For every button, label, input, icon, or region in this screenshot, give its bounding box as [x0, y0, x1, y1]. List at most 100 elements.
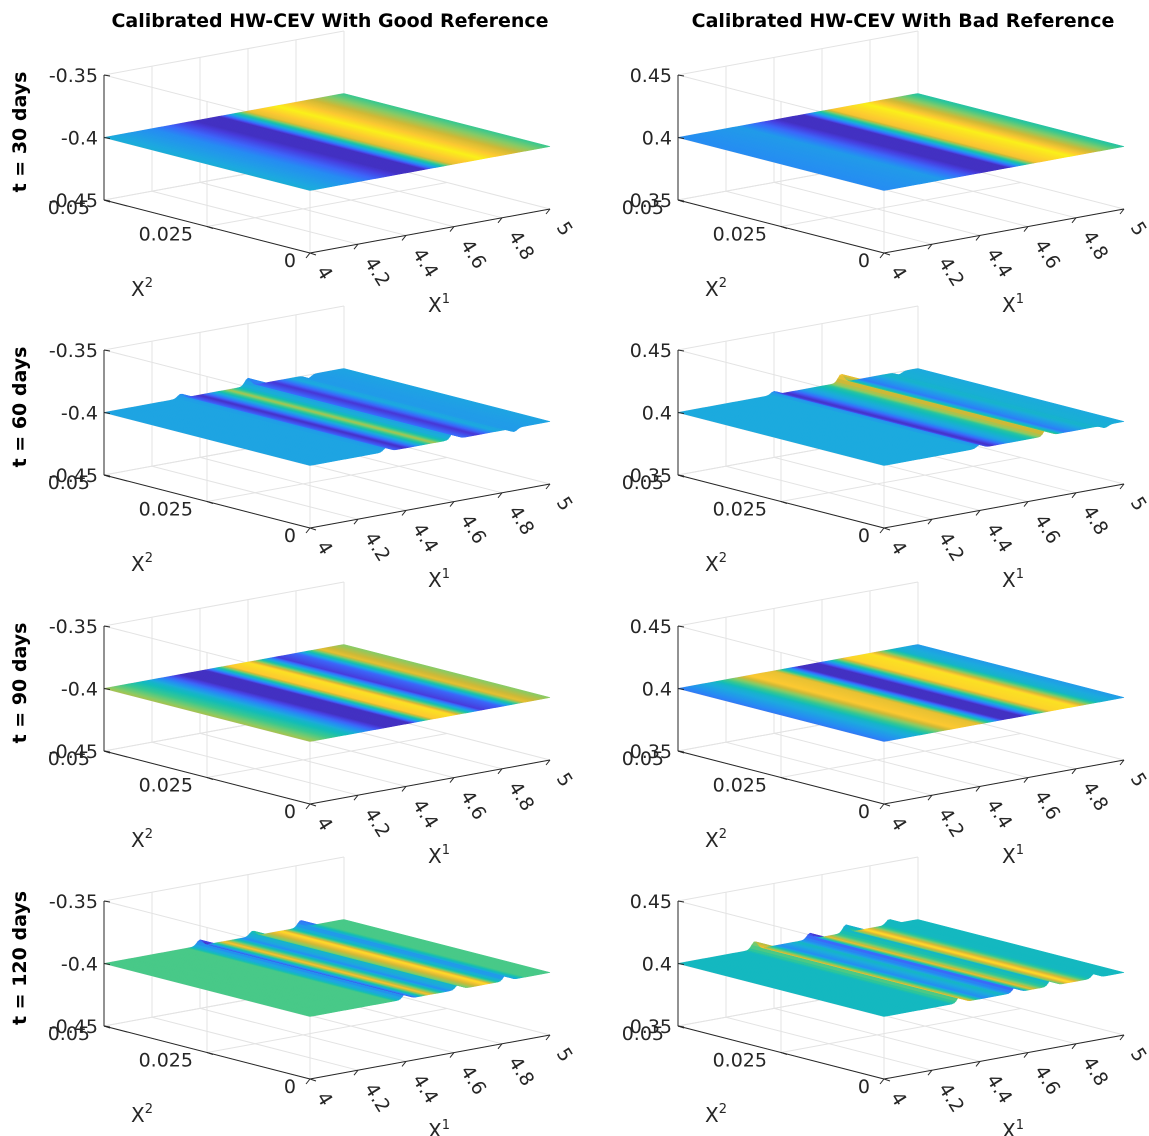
- x-tick-label: 4.6: [1030, 236, 1065, 273]
- z-tick: [677, 474, 685, 477]
- x-axis-label-sup: 1: [1016, 843, 1024, 858]
- y-tick-label: 0: [284, 525, 296, 547]
- x-tick-label: 4.2: [934, 528, 969, 565]
- y-tick-label: 0.05: [48, 748, 90, 770]
- y-tick: [883, 1078, 891, 1082]
- panel-r1-c1: 4 4.2 4.4 4.6 4.8 5 0 0.025 0.050.35 0.4 0.45 X1 X2: [622, 305, 1149, 592]
- z-tick: [103, 900, 111, 903]
- z-tick-label: 0.4: [642, 403, 672, 425]
- x-tick: [1023, 226, 1029, 232]
- z-tick-label: 0.45: [630, 340, 672, 362]
- x-tick: [1023, 501, 1029, 507]
- x-tick: [401, 1061, 407, 1067]
- z-tick: [677, 199, 685, 202]
- x-tick: [497, 492, 503, 499]
- x-axis-label: X1: [428, 567, 450, 592]
- x-tick: [497, 1043, 503, 1050]
- x-tick: [305, 1078, 311, 1085]
- z-tick: [103, 1025, 111, 1028]
- x-tick: [1023, 777, 1029, 783]
- y-tick-label: 0: [284, 1076, 296, 1098]
- y-axis-label-sup: 2: [719, 1102, 727, 1117]
- x-axis-label: X1: [428, 843, 450, 868]
- x-axis-label-sup: 1: [1016, 1118, 1024, 1133]
- z-tick: [103, 349, 111, 352]
- x-axis-line: [883, 208, 1125, 254]
- x-tick: [353, 1069, 359, 1076]
- surface: [677, 644, 1125, 742]
- x-tick: [305, 803, 311, 810]
- x-tick: [1071, 492, 1077, 499]
- x-tick-label: 4.2: [360, 804, 395, 841]
- panel-r3-c0: 4 4.2 4.4 4.6 4.8 5 0 0.025 0.05-0.45 -0.4 -0.35 X1…: [48, 856, 577, 1136]
- x-tick-label: 4.4: [982, 244, 1017, 281]
- x-axis-label-sup: 1: [442, 292, 450, 307]
- y-tick: [309, 803, 317, 807]
- panel-axes: 4 4.2 4.4 4.6 4.8 5 0 0.025 0.050.35 0.4 0.45 X1 X2: [622, 616, 1149, 868]
- panel-r2-c0: 4 4.2 4.4 4.6 4.8 5 0 0.025 0.05-0.45 -0.4 -0.35 X1…: [48, 581, 577, 868]
- z-tick: [103, 963, 111, 965]
- x-tick: [545, 759, 551, 766]
- y-tick-label: 0: [858, 1076, 870, 1098]
- x-tick-label: 4.4: [982, 1070, 1017, 1107]
- x-tick-label: 4.6: [1030, 1062, 1065, 1099]
- x-tick: [879, 252, 885, 259]
- z-tick-label: -0.45: [49, 190, 98, 212]
- x-axis-line: [309, 759, 551, 805]
- y-tick: [780, 777, 788, 780]
- y-axis-label: X2: [131, 276, 153, 301]
- x-tick: [975, 235, 981, 241]
- x-tick-label: 4.8: [504, 227, 539, 264]
- y-tick-label: 0.05: [622, 197, 664, 219]
- z-tick-label: 0.4: [642, 679, 672, 701]
- panel-r0-c0: 4 4.2 4.4 4.6 4.8 5 0 0.025 0.05-0.45 -0.4 -0.35 X1…: [48, 30, 577, 317]
- z-tick: [103, 137, 111, 139]
- z-tick-label: 0.4: [642, 954, 672, 976]
- surface: [677, 919, 1125, 1017]
- z-tick: [677, 688, 685, 690]
- x-tick-label: 5: [552, 218, 577, 240]
- z-tick-label: -0.45: [49, 1016, 98, 1038]
- x-tick-label: 4.8: [504, 502, 539, 539]
- y-tick: [309, 1078, 317, 1082]
- x-tick: [497, 217, 503, 224]
- x-axis-label-sup: 1: [442, 843, 450, 858]
- z-tick: [677, 900, 685, 903]
- y-tick-label: 0.025: [713, 499, 767, 521]
- surface-strip: [915, 93, 1125, 148]
- x-tick: [449, 501, 455, 507]
- x-axis-label: X1: [428, 1118, 450, 1136]
- x-axis-line: [309, 483, 551, 529]
- surface-strip: [341, 644, 551, 699]
- x-axis-line: [883, 1034, 1125, 1080]
- y-axis-label: X2: [131, 1102, 153, 1127]
- x-tick-label: 4.4: [408, 244, 443, 281]
- x-tick-label: 4: [886, 537, 911, 559]
- y-tick-label: 0.025: [139, 1050, 193, 1072]
- z-tick: [677, 349, 685, 352]
- x-tick-label: 4.6: [456, 787, 491, 824]
- x-tick-label: 5: [1126, 1044, 1149, 1066]
- x-tick: [1119, 483, 1125, 490]
- x-tick-label: 4.8: [1078, 502, 1113, 539]
- x-tick-label: 4.2: [360, 528, 395, 565]
- x-tick: [401, 786, 407, 792]
- x-tick-label: 4.2: [934, 804, 969, 841]
- x-tick: [497, 768, 503, 775]
- y-tick: [780, 226, 788, 229]
- x-tick-label: 4.2: [934, 253, 969, 290]
- x-tick-label: 4: [886, 1088, 911, 1110]
- x-tick: [927, 243, 933, 250]
- surface: [103, 644, 551, 742]
- x-tick-label: 4.4: [982, 795, 1017, 832]
- y-axis-label: X2: [131, 551, 153, 576]
- x-tick: [1071, 768, 1077, 775]
- x-tick: [545, 483, 551, 490]
- x-tick-label: 4.6: [456, 1062, 491, 1099]
- z-tick-label: 0.35: [630, 465, 672, 487]
- x-tick: [353, 794, 359, 801]
- panel-r2-c1: 4 4.2 4.4 4.6 4.8 5 0 0.025 0.050.35 0.4 0.45 X1 X2: [622, 581, 1149, 868]
- z-tick-label: -0.35: [49, 340, 98, 362]
- z-tick: [677, 74, 685, 77]
